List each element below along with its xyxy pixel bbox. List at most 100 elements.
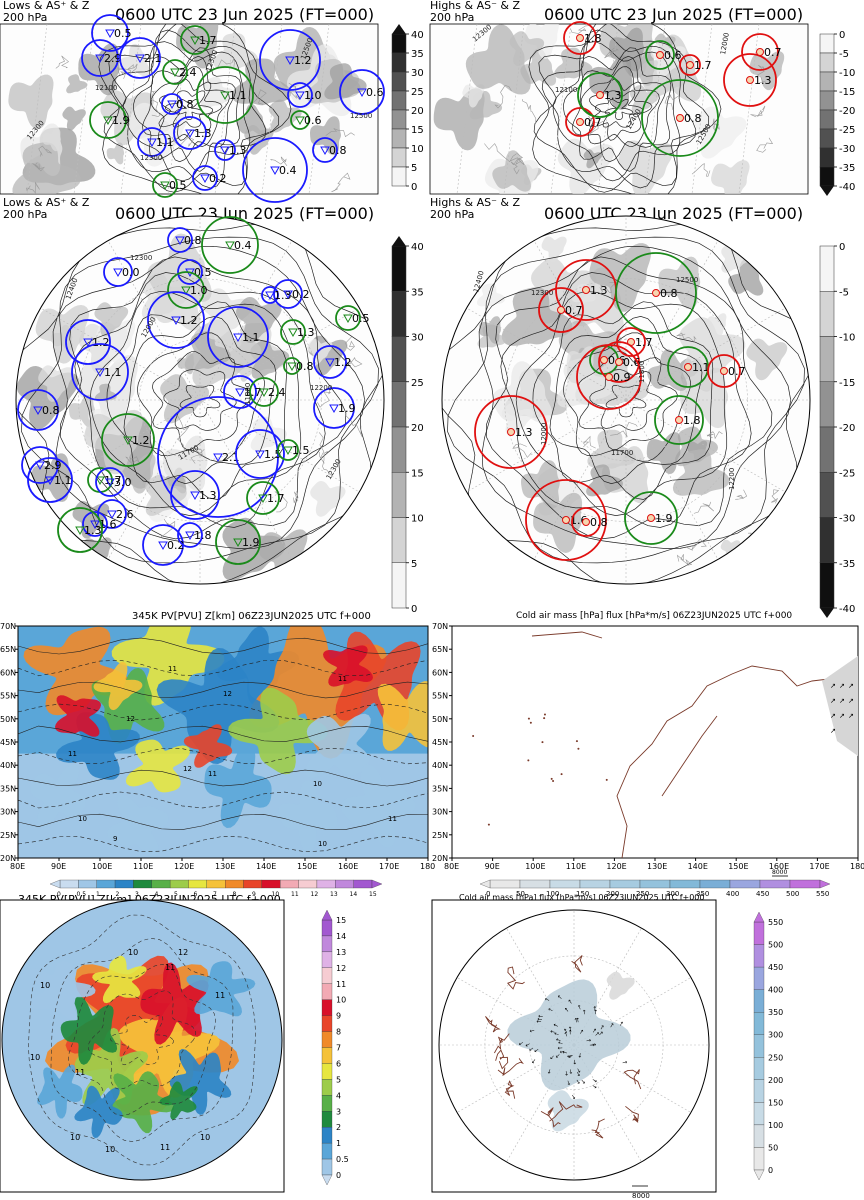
colorbar-segment (753, 1012, 765, 1035)
height-contour (18, 725, 428, 743)
low-system-circle (280, 319, 306, 345)
colorbar-segment (321, 1015, 333, 1032)
colorbar-segment (819, 71, 835, 92)
shading-region (554, 47, 593, 79)
coastline (541, 741, 544, 744)
flux-vector: ↗ (566, 1028, 575, 1036)
coastline (318, 432, 325, 464)
shading-region (706, 313, 727, 337)
colorbar-tick-label: 0 (336, 1171, 341, 1180)
height-contour (137, 332, 266, 462)
x-tick-label: 80E (444, 862, 459, 871)
contour-label: 12500 (350, 112, 372, 120)
highs-polar-colorbar: 0 -5 -10 -15 -20 -25 -30 -35 -40 (819, 242, 855, 618)
colorbar-tick-label: -25 (839, 125, 855, 136)
low-system-circle (167, 271, 205, 309)
colorbar-segment (280, 879, 299, 889)
colorbar-tick-label: 13 (330, 891, 338, 898)
low-system-circle (71, 343, 129, 401)
high-marker-icon (562, 516, 570, 524)
coastline (571, 955, 583, 973)
graticule (456, 23, 478, 195)
cold-map-chart: ↗ ↗ ↗↗ ↗ ↗↗ ↗ ↗↗80E 90E 100E 110E 120E 130E 140E 150E… (432, 622, 864, 898)
low-intensity-label: 1.6 (99, 518, 117, 531)
height-contour (18, 637, 428, 655)
colorbar-tick-label: -40 (839, 182, 855, 193)
low-system-circle (21, 446, 59, 484)
contour-label: 10 (313, 780, 322, 788)
flux-vector: ↗ (598, 1030, 603, 1037)
colorbar-segment (753, 966, 765, 990)
low-intensity-label: 2.9 (104, 52, 122, 65)
flux-vector: ↗ (528, 1045, 534, 1053)
colorbar-segment (753, 1147, 765, 1171)
colorbar-tick-label: 100 (546, 890, 559, 898)
low-system-circle (261, 286, 279, 304)
shading-region (694, 106, 747, 159)
pv-region (216, 626, 300, 706)
low-marker-icon (270, 166, 280, 176)
flux-vector: ↗ (564, 1079, 572, 1087)
low-system-circle (290, 110, 310, 130)
low-system-circle (235, 429, 285, 479)
high-marker-icon (656, 51, 664, 59)
low-intensity-label: 0.2 (292, 288, 310, 301)
low-marker-icon (171, 316, 181, 326)
graticule (625, 240, 719, 401)
low-system-circle (242, 137, 308, 203)
coastline (510, 157, 525, 166)
x-tick-label: 160E (769, 862, 789, 871)
low-marker-icon (295, 91, 305, 101)
flux-vector: ↗ (621, 1058, 629, 1067)
x-tick-label: 130E (215, 862, 235, 871)
coastline (190, 447, 205, 464)
low-marker-icon (170, 68, 180, 78)
low-system-circle (287, 82, 313, 108)
y-tick-label: 20N (432, 854, 448, 863)
x-tick-label: 140E (256, 862, 276, 871)
low-system-circle (65, 319, 111, 365)
colorbar-tick-label: 10 (336, 996, 346, 1005)
height-contour (164, 90, 214, 128)
pv-region (305, 713, 371, 779)
graticule (504, 278, 748, 522)
colorbar-segment (321, 1079, 333, 1096)
low-marker-icon (107, 510, 117, 520)
y-tick-label: 30N (0, 808, 16, 817)
low-intensity-label: 1.7 (199, 34, 217, 47)
colorbar-tick-label: 250 (768, 1053, 783, 1062)
colorbar-tick-label: 8 (336, 1028, 341, 1037)
graticule (308, 23, 330, 195)
colorbar-tick-label: 40 (411, 30, 424, 41)
coastline (610, 422, 638, 438)
colorbar-segment (206, 879, 226, 889)
height-contour (18, 681, 428, 699)
coastline (512, 443, 532, 458)
low-intensity-label: 1.7 (267, 492, 285, 505)
high-system-circle (598, 341, 640, 383)
high-system-circle (654, 395, 704, 445)
colorbar-segment (114, 879, 134, 889)
contour-label: 11800 (638, 361, 646, 383)
shading-region (106, 142, 125, 165)
height-contour (552, 41, 681, 182)
highs-top-colorbar: 0 -5 -10 -15 -20 -25 -30 -35 -40 (819, 30, 855, 196)
shading-region (94, 302, 129, 337)
flux-vector: ↗ (536, 1015, 545, 1023)
colorbar-segment (335, 879, 354, 889)
colorbar-segment (609, 879, 641, 889)
colorbar-segment (321, 951, 333, 968)
x-tick-label: 170E (809, 862, 829, 871)
y-tick-label: 40N (0, 761, 16, 770)
high-marker-icon (507, 428, 515, 436)
pv-region (140, 962, 209, 1045)
low-intensity-label: 1.3 (229, 144, 247, 157)
contour-label: 11800 (244, 383, 252, 405)
coastline (331, 172, 351, 193)
y-tick-label: 25N (0, 831, 16, 840)
graticule (533, 240, 627, 401)
plot-disc (1, 899, 283, 1181)
highs-top-time: 0600 UTC 23 Jun 2025 (FT=000) (544, 5, 804, 24)
shading-region (679, 317, 746, 384)
graticule (691, 23, 713, 195)
